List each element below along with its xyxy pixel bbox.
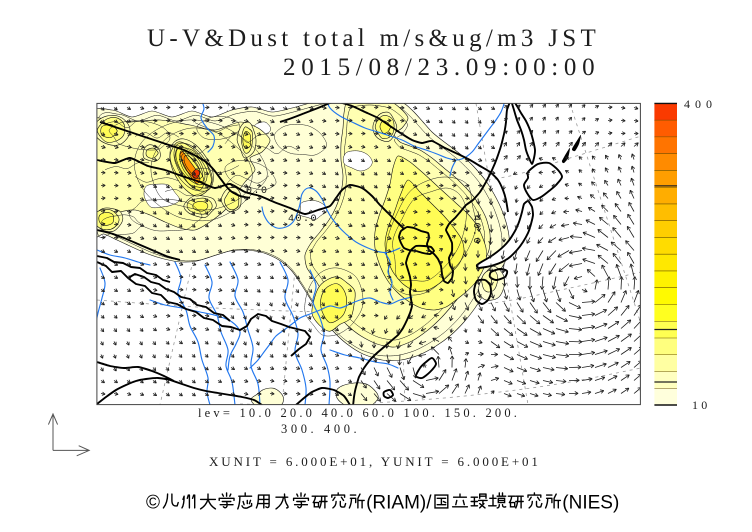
svg-text:40.0: 40.0 xyxy=(288,214,318,225)
svg-text:(RIAM)/: (RIAM)/ xyxy=(366,493,432,514)
svg-text:40.0: 40.0 xyxy=(470,215,481,245)
svg-text:(NIES): (NIES) xyxy=(562,493,619,514)
svg-text:©: © xyxy=(146,493,160,514)
svg-text:0.0: 0.0 xyxy=(246,186,269,197)
